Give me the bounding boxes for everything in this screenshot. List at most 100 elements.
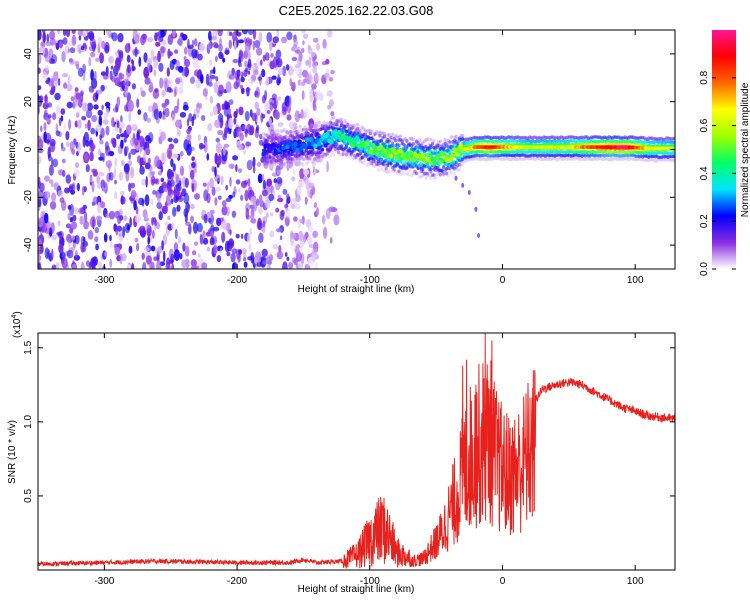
ridge-cell: [583, 135, 587, 139]
noise-blob: [45, 65, 49, 72]
ridge-cell: [383, 169, 387, 173]
ridge-cell: [485, 157, 489, 162]
noise-blob: [167, 86, 172, 93]
noise-blob: [44, 55, 51, 63]
noise-blob: [130, 263, 135, 269]
noise-blob: [286, 31, 293, 41]
ridge-cell: [672, 136, 675, 141]
ridge-cell: [411, 171, 415, 176]
noise-blob: [253, 69, 259, 76]
noise-blob: [67, 205, 72, 210]
noise-blob: [289, 238, 296, 251]
noise-blob: [261, 173, 265, 182]
noise-blob: [53, 182, 59, 191]
noise-blob: [240, 194, 244, 201]
noise-blob: [311, 248, 318, 255]
ridge-cell: [497, 136, 501, 140]
noise-blob: [248, 243, 252, 252]
ridge-cell: [548, 157, 552, 161]
ridge-cell: [363, 132, 368, 137]
noise-blob: [49, 255, 53, 262]
ridge-cell: [664, 136, 669, 140]
ridge-cell: [422, 172, 426, 176]
ridge-core: [337, 130, 342, 135]
ridge-cell: [668, 136, 672, 141]
ridge-cell: [442, 165, 446, 169]
ridge-cell: [320, 147, 325, 152]
noise-blob: [319, 93, 324, 101]
noise-blob: [90, 51, 96, 58]
noise-blob: [249, 227, 252, 236]
spectrogram-y-tick-label: 40: [23, 48, 34, 60]
noise-blob: [161, 182, 168, 189]
noise-blob: [328, 99, 334, 107]
noise-blob: [193, 38, 198, 47]
ridge-cell: [453, 172, 457, 176]
noise-blob: [313, 104, 317, 112]
noise-blob: [57, 78, 61, 86]
noise-blob: [286, 256, 290, 261]
ridge-cell: [475, 156, 479, 161]
ridge-cell: [596, 157, 600, 161]
noise-blob: [143, 150, 147, 162]
noise-blob: [250, 196, 257, 204]
noise-blob: [270, 212, 274, 217]
noise-blob: [265, 76, 269, 87]
ridge-cell: [518, 156, 522, 161]
ridge-cell: [266, 138, 270, 142]
noise-blob: [134, 137, 139, 146]
noise-blob: [173, 138, 179, 144]
ridge-cell: [391, 141, 395, 146]
noise-blob: [244, 189, 249, 202]
noise-blob: [191, 146, 195, 152]
ridge-cell: [642, 136, 646, 140]
ridge-cell: [459, 152, 463, 157]
ridge-cell: [645, 158, 650, 162]
ridge-cell: [348, 154, 352, 158]
noise-blob: [188, 113, 193, 122]
ridge-cell: [497, 156, 501, 161]
noise-blob: [207, 41, 212, 51]
ridge-cell: [636, 136, 640, 140]
noise-blob: [301, 90, 305, 101]
noise-blob: [44, 247, 49, 260]
noise-blob: [73, 138, 77, 145]
ridge-cell: [411, 137, 415, 142]
noise-blob: [38, 135, 42, 143]
noise-blob: [210, 230, 214, 238]
noise-blob: [245, 141, 252, 147]
ridge-cell: [446, 166, 450, 170]
ridge-cell: [265, 163, 269, 167]
noise-blob: [257, 76, 263, 81]
ridge-cell: [507, 157, 511, 162]
noise-blob: [295, 194, 301, 203]
ridge-cell: [356, 152, 360, 157]
ridge-cell: [658, 137, 662, 141]
ridge-cell: [429, 169, 433, 174]
ridge-cell: [281, 164, 285, 168]
noise-blob: [198, 103, 202, 109]
ridge-cell: [578, 157, 583, 161]
ridge-cell: [580, 157, 584, 161]
ridge-cell: [303, 125, 307, 129]
noise-blob: [310, 51, 316, 58]
noise-blob: [186, 118, 190, 127]
ridge-cell: [518, 136, 522, 140]
ridge-core: [317, 141, 322, 147]
noise-blob: [209, 209, 215, 215]
noise-blob: [280, 209, 285, 217]
noise-blob: [171, 113, 176, 122]
noise-blob: [90, 69, 94, 81]
noise-blob: [77, 98, 83, 108]
noise-blob: [185, 221, 191, 226]
noise-blob: [141, 252, 145, 260]
noise-blob: [155, 41, 161, 47]
noise-blob: [89, 175, 94, 183]
noise-blob: [209, 59, 213, 66]
ridge-cell: [653, 159, 658, 163]
ridge-cell: [513, 135, 517, 140]
noise-blob: [183, 192, 190, 205]
ridge-cell: [414, 171, 419, 176]
noise-blob: [54, 92, 61, 101]
ridge-core: [420, 153, 426, 158]
